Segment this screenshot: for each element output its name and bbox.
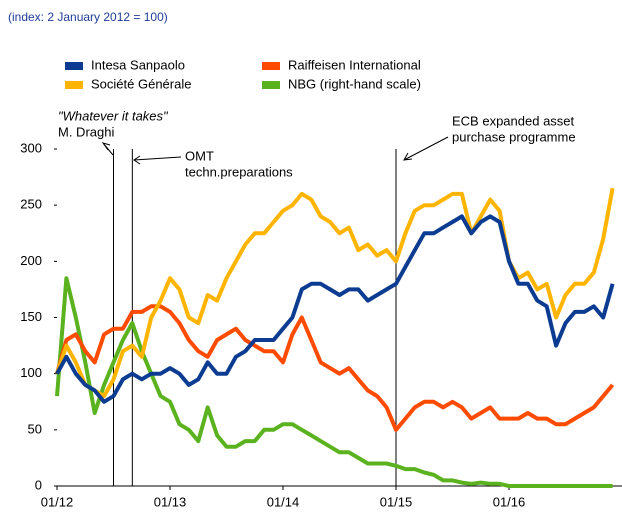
series-line [55, 187, 615, 399]
legend-swatch [65, 62, 83, 70]
annotation: M. Draghi [58, 124, 114, 139]
annotation: purchase programme [452, 129, 576, 144]
arrow [133, 155, 182, 165]
x-tick-label: 01/15 [380, 494, 413, 509]
legend-label: Société Générale [91, 76, 191, 91]
x-tick-label: 01/16 [493, 494, 526, 509]
annotation: ECB expanded asset [452, 113, 575, 128]
y-tick-label: 150 [20, 309, 42, 324]
x-tick-label: 01/12 [41, 494, 74, 509]
y-tick-label: 250 [20, 197, 42, 212]
y-tick-label: 200 [20, 253, 42, 268]
subtitle: (index: 2 January 2012 = 100) [8, 10, 168, 24]
legend-swatch [262, 62, 280, 70]
legend-label: Intesa Sanpaolo [91, 57, 185, 72]
series-line [55, 304, 615, 432]
x-tick-label: 01/13 [154, 494, 187, 509]
y-tick-label: 100 [20, 365, 42, 380]
arrow [101, 142, 114, 156]
legend-label: Raiffeisen International [288, 57, 421, 72]
series-line [55, 276, 613, 488]
annotation: techn.preparations [185, 164, 293, 179]
series-line [55, 214, 615, 404]
y-tick-label: 0 [35, 477, 42, 492]
annotation: OMT [185, 148, 214, 163]
arrow [403, 136, 449, 161]
legend-swatch [262, 81, 280, 89]
annotation: "Whatever it takes" [58, 108, 169, 123]
y-tick-label: 50 [28, 421, 42, 436]
legend-label: NBG (right-hand scale) [288, 76, 421, 91]
y-tick-label: 300 [20, 140, 42, 155]
x-tick-label: 01/14 [267, 494, 300, 509]
legend-swatch [65, 81, 83, 89]
